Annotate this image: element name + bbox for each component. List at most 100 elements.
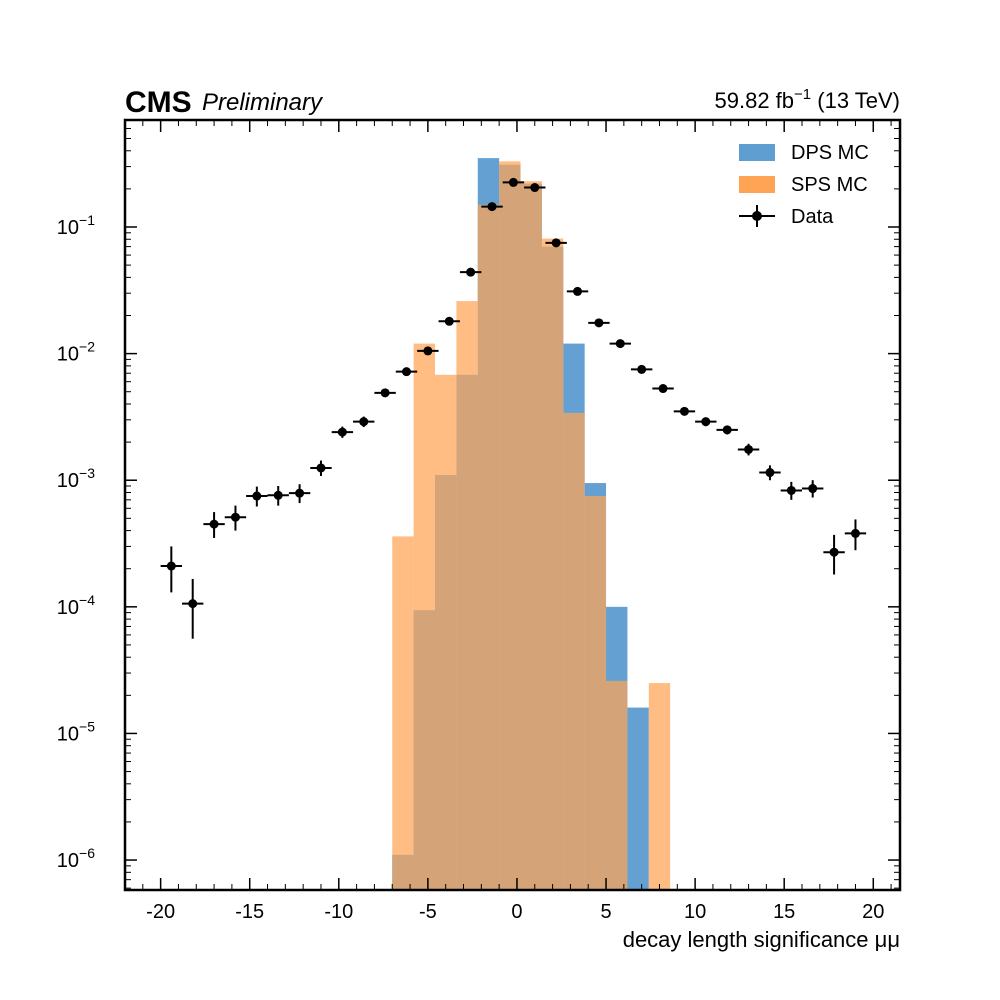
histogram-bar (606, 680, 628, 890)
data-point (759, 465, 781, 481)
energy-label: (13 TeV) (811, 88, 900, 113)
data-marker (252, 491, 262, 501)
data-point (652, 384, 674, 394)
data-points-layer (160, 177, 867, 639)
data-marker (273, 490, 283, 500)
data-point (246, 486, 268, 507)
data-marker (679, 406, 689, 416)
data-point (524, 183, 546, 193)
series-sps-mc (392, 161, 671, 891)
histogram-bar (648, 683, 671, 890)
data-point (182, 578, 204, 639)
axis-ticks-layer: -20 -15 -10 -5 0 5 10 15 20 10−6 10−5 10−4 10−3 10−2 1… (57, 120, 900, 923)
status-label: Preliminary (202, 89, 324, 116)
histogram-bar (392, 536, 414, 890)
data-point (502, 177, 525, 187)
data-point (395, 367, 418, 377)
data-marker (594, 318, 604, 328)
legend-swatch (739, 176, 775, 193)
data-marker (295, 488, 305, 498)
x-tick-label: 15 (773, 901, 795, 923)
data-point (695, 417, 717, 427)
x-axis-title: decay length significance μμ (623, 927, 900, 952)
data-marker (401, 367, 411, 377)
experiment-label: CMS (125, 86, 192, 119)
data-marker (209, 519, 219, 529)
data-marker (423, 346, 433, 356)
y-tick-label: 10−6 (57, 845, 95, 872)
data-marker (530, 183, 540, 193)
luminosity-exponent: −1 (794, 86, 811, 103)
data-point (588, 318, 610, 328)
x-tick-label: 0 (511, 901, 522, 923)
histogram-bar (627, 707, 649, 890)
y-tick-label: 10−2 (57, 339, 95, 366)
data-marker (444, 316, 454, 326)
legend-label: SPS MC (791, 174, 868, 196)
data-point (802, 480, 824, 498)
legend-label: DPS MC (791, 142, 869, 164)
data-marker (508, 177, 518, 187)
data-point (331, 426, 354, 438)
data-point (353, 416, 375, 428)
data-marker (701, 417, 711, 427)
x-tick-label: -20 (146, 901, 175, 923)
data-marker (337, 427, 347, 437)
data-marker (316, 463, 326, 473)
x-tick-label: 5 (600, 901, 611, 923)
histogram-layer (392, 158, 671, 891)
data-point (203, 512, 225, 538)
data-marker (230, 512, 240, 522)
data-marker (722, 425, 732, 435)
y-tick-label: 10−1 (57, 212, 95, 239)
data-point (737, 443, 760, 456)
data-marker (765, 468, 775, 478)
legend: DPS MC SPS MC Data (739, 142, 869, 228)
histogram-bar (499, 161, 521, 890)
data-marker (551, 238, 561, 248)
x-tick-label: -5 (419, 901, 437, 923)
data-point (844, 519, 867, 551)
legend-swatch (739, 144, 775, 161)
x-tick-label: 20 (862, 901, 884, 923)
data-point (780, 481, 803, 500)
data-point (267, 486, 289, 506)
data-point (310, 460, 332, 476)
data-marker (166, 561, 176, 571)
x-tick-label: -15 (235, 901, 264, 923)
data-point (545, 238, 567, 248)
data-marker (359, 417, 369, 427)
y-tick-label: 10−5 (57, 718, 95, 745)
histogram-bar (563, 412, 585, 890)
data-marker (188, 599, 198, 609)
legend-label: Data (791, 206, 834, 228)
legend-marker (752, 211, 762, 221)
data-marker (744, 444, 754, 454)
legend-item-dps-mc: DPS MC (739, 142, 869, 164)
data-point (459, 267, 482, 277)
data-point (288, 484, 311, 504)
data-marker (573, 286, 583, 296)
data-marker (615, 339, 625, 349)
histogram-bar (435, 374, 457, 890)
data-point (566, 286, 589, 296)
data-marker (466, 267, 476, 277)
data-marker (380, 388, 390, 398)
histogram-bar (477, 204, 500, 890)
data-point (823, 534, 845, 575)
x-tick-label: -10 (324, 901, 353, 923)
histogram-bar (541, 238, 564, 890)
y-tick-label: 10−3 (57, 465, 95, 492)
data-point (609, 339, 631, 349)
histogram-bar (520, 181, 542, 891)
data-point (374, 388, 396, 398)
y-tick-label: 10−4 (57, 592, 95, 619)
histogram-bar (584, 496, 607, 890)
data-marker (487, 202, 497, 212)
data-marker (786, 485, 796, 495)
histogram-bar (456, 301, 478, 891)
data-marker (850, 528, 860, 538)
luminosity-label: 59.82 fb−1 (13 TeV) (715, 86, 900, 113)
legend-item-sps-mc: SPS MC (739, 174, 868, 196)
